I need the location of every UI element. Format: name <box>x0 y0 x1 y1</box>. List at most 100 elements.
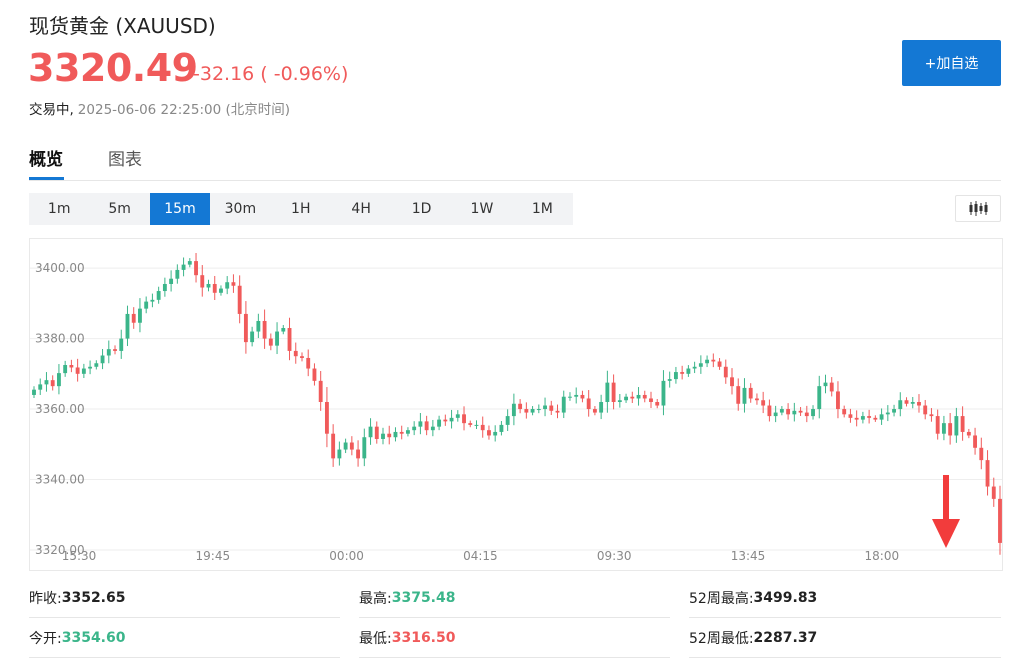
period-15m[interactable]: 15m <box>149 193 211 225</box>
candle-body <box>106 349 111 356</box>
candle-body <box>854 417 859 420</box>
candle-body <box>885 412 890 415</box>
add-to-watchlist-button[interactable]: +加自选 <box>902 40 1001 86</box>
candle-body <box>611 382 616 402</box>
stat-label: 今开: <box>29 630 62 647</box>
candle-body <box>362 437 367 459</box>
y-tick-label: 3400.00 <box>35 261 85 275</box>
period-5m[interactable]: 5m <box>108 201 131 217</box>
period-selector: 1m 5m 15m 30m 1H 4H 1D 1W 1M <box>29 193 573 225</box>
candle-body <box>842 409 847 415</box>
candlestick-icon <box>969 201 988 216</box>
candle-body <box>75 367 80 374</box>
candle-body <box>873 417 878 420</box>
candle-body <box>524 409 529 413</box>
candle-body <box>212 283 217 293</box>
stat-value: 3316.50 <box>391 629 456 646</box>
stat-low: 最低: 3316.50 <box>359 618 670 658</box>
candle-body <box>536 409 541 411</box>
candle-body <box>243 313 248 343</box>
candle-body <box>56 373 61 387</box>
period-1m[interactable]: 1m <box>47 201 71 217</box>
candle-body <box>929 414 934 417</box>
candle-body <box>219 288 223 293</box>
period-1mo[interactable]: 1M <box>531 201 553 217</box>
period-1h[interactable]: 1H <box>291 201 311 217</box>
candle-body <box>904 400 909 404</box>
candle-body <box>711 359 716 362</box>
candle-body <box>617 400 622 402</box>
candle-body <box>667 379 672 381</box>
candle-body <box>979 447 984 461</box>
x-tick-label: 00:00 <box>329 549 364 563</box>
candle-body <box>113 349 117 351</box>
candle-body <box>343 442 348 450</box>
last-price: 3320.49 <box>28 46 198 90</box>
candle-body <box>543 405 547 410</box>
y-tick-label: 3320.00 <box>35 543 85 557</box>
stat-52w-high: 52周最高: 3499.83 <box>689 578 1001 618</box>
candle-body <box>966 431 971 436</box>
candle-body <box>910 402 915 404</box>
stat-value: 3352.65 <box>61 589 126 606</box>
candle-body <box>686 368 691 374</box>
candle-body <box>81 368 86 374</box>
stats-panel: 昨收: 3352.65 最高: 3375.48 52周最高: 3499.83 今开: 3… <box>29 578 1001 668</box>
candle-body <box>287 328 292 351</box>
candle-body <box>860 416 865 420</box>
candle-body <box>935 416 940 434</box>
stat-label: 昨收: <box>29 590 62 607</box>
candle-body <box>94 363 99 367</box>
candle-body <box>779 409 784 413</box>
x-tick-label: 04:15 <box>463 549 498 563</box>
candle-body <box>804 412 809 417</box>
y-tick-label: 3340.00 <box>35 473 85 487</box>
candle-body <box>399 431 404 434</box>
candle-body <box>424 421 429 431</box>
chart-type-button[interactable] <box>955 195 1001 222</box>
candle-body <box>69 365 74 368</box>
candle-body <box>998 498 1002 543</box>
candle-body <box>636 394 641 399</box>
price-chart[interactable]: 3400.00 3380.00 3360.00 3340.00 3320.00 15:30… <box>29 238 1003 571</box>
x-tick-label: 19:45 <box>196 549 231 563</box>
candle-body <box>599 402 604 413</box>
candle-body <box>879 414 884 420</box>
candle-body <box>811 409 815 417</box>
candle-body <box>455 414 460 418</box>
tab-overview[interactable]: 概览 <box>29 150 63 170</box>
candle-body <box>387 433 392 438</box>
candle-body <box>767 405 772 417</box>
candle-body <box>487 430 491 436</box>
active-tab-indicator <box>29 177 64 180</box>
candle-body <box>300 356 304 358</box>
instrument-title: 现货黄金 (XAUUSD) <box>29 14 216 38</box>
candle-body <box>948 423 953 436</box>
x-tick-label: 18:00 <box>865 549 900 563</box>
candle-body <box>580 394 585 399</box>
candle-body <box>144 301 149 309</box>
candle-body <box>63 365 68 374</box>
candle-body <box>748 387 753 399</box>
candle-body <box>892 409 896 413</box>
candle-body <box>468 423 473 425</box>
candle-body <box>493 431 498 436</box>
candle-body <box>898 400 903 410</box>
quote-timestamp: 2025-06-06 22:25:00 (北京时间) <box>77 102 290 118</box>
candle-body <box>917 402 921 406</box>
tab-chart[interactable]: 图表 <box>108 150 142 170</box>
candle-body <box>568 396 572 398</box>
candle-body <box>624 396 628 401</box>
period-1w[interactable]: 1W <box>470 201 494 217</box>
candle-body <box>237 285 242 314</box>
candle-body <box>698 363 703 367</box>
candle-body <box>792 410 797 415</box>
period-1d[interactable]: 1D <box>411 201 432 217</box>
period-30m[interactable]: 30m <box>224 201 257 217</box>
candle-body <box>474 424 479 426</box>
stat-label: 最低: <box>359 630 392 647</box>
period-4h[interactable]: 4H <box>351 201 371 217</box>
candle-body <box>960 416 965 432</box>
stat-label: 最高: <box>359 590 392 607</box>
candle-body <box>642 394 647 399</box>
